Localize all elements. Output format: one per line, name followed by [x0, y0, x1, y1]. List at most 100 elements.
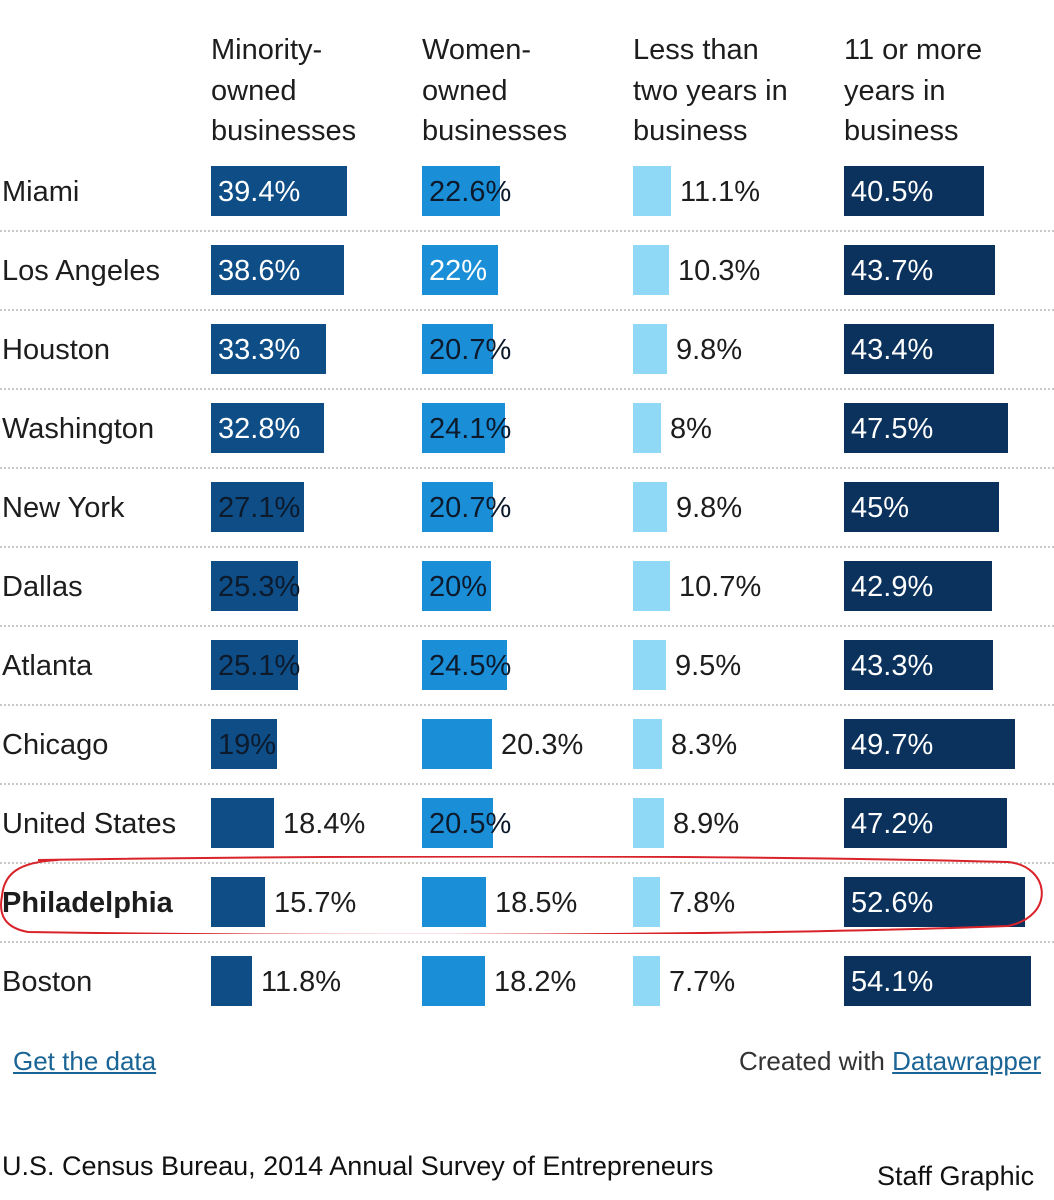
bar-gt11 [844, 482, 999, 532]
bar-gt11 [844, 166, 984, 216]
bar-gt11 [844, 956, 1031, 1006]
table-row: Atlanta 25.1% 24.5% 9.5% 43.3% [0, 627, 1054, 706]
bar-value-label: 18.5% [495, 887, 578, 919]
bar-value-label: 47.5% [851, 413, 934, 445]
row-label: New York [2, 492, 125, 524]
bar-value-label: 8.9% [673, 808, 740, 840]
row-divider [0, 388, 1054, 390]
bar-gt11 [844, 640, 993, 690]
column-header-line: two years in [633, 74, 788, 107]
row-divider [0, 230, 1054, 232]
bar-lt2 [633, 482, 667, 532]
row-label: Boston [2, 966, 93, 998]
bar-value-label: 9.5% [675, 650, 742, 682]
bar-value-label: 27.1% [218, 492, 301, 524]
bar-value-label: 18.4% [283, 808, 366, 840]
bar-women [422, 956, 485, 1006]
bar-value-label: 11.1% [680, 176, 761, 208]
row-label: Washington [2, 413, 155, 445]
column-header-line: Minority- [211, 34, 323, 66]
bar-minority [211, 561, 298, 611]
bar-lt2 [633, 245, 669, 295]
bar-lt2 [633, 324, 667, 374]
bar-gt11 [844, 798, 1007, 848]
bar-minority [211, 482, 304, 532]
bar-lt2 [633, 403, 661, 453]
bar-women [422, 166, 500, 216]
bar-women [422, 324, 493, 374]
bar-value-label: 20.5% [429, 808, 512, 840]
bar-minority [211, 640, 298, 690]
bar-value-label: 20% [429, 571, 488, 603]
bar-value-label: 20.3% [501, 729, 584, 761]
bar-minority [211, 956, 252, 1006]
bar-value-label: 43.7% [851, 255, 934, 287]
bar-value-label: 49.7% [851, 729, 934, 761]
column-header-line: owned [422, 74, 508, 107]
row-divider [0, 625, 1054, 627]
row-label: Los Angeles [2, 255, 161, 287]
bar-value-label: 43.3% [851, 650, 934, 682]
bar-lt2 [633, 798, 664, 848]
bar-women [422, 877, 486, 927]
bar-gt11 [844, 719, 1015, 769]
bar-women [422, 561, 491, 611]
staff-graphic-credit: Staff Graphic [877, 1161, 1035, 1191]
bar-lt2 [633, 166, 671, 216]
bar-value-label: 54.1% [851, 966, 934, 998]
bar-lt2 [633, 640, 666, 690]
table-row: Miami 39.4% 22.6% 11.1% 40.5% [0, 153, 1054, 232]
bar-value-label: 45% [851, 492, 910, 524]
bar-women [422, 482, 493, 532]
bar-value-label: 9.8% [676, 334, 743, 366]
column-header-line: owned [211, 74, 297, 107]
row-label: Philadelphia [2, 887, 173, 919]
bar-lt2 [633, 561, 670, 611]
row-divider [0, 309, 1054, 311]
bar-minority [211, 403, 324, 453]
table-row: Dallas 25.3% 20% 10.7% 42.9% [0, 548, 1054, 627]
bar-gt11 [844, 561, 992, 611]
bar-gt11 [844, 324, 994, 374]
created-with-label: Created with [738, 1046, 885, 1076]
row-label: Houston [2, 334, 111, 366]
table-row: Boston 11.8% 18.2% 7.7% 54.1% [0, 943, 1054, 1022]
bar-value-label: 39.4% [218, 176, 301, 208]
bar-minority [211, 798, 274, 848]
highlight-circle [0, 856, 1043, 934]
bar-lt2 [633, 956, 660, 1006]
bar-value-label: 7.7% [669, 966, 736, 998]
row-label: United States [2, 808, 177, 840]
bar-gt11 [844, 877, 1025, 927]
bar-value-label: 22% [429, 255, 488, 287]
bar-women [422, 640, 507, 690]
bar-gt11 [844, 403, 1008, 453]
table-row: Chicago 19% 20.3% 8.3% 49.7% [0, 706, 1054, 785]
column-header-line: businesses [422, 115, 568, 147]
column-header-line: 11 or more [844, 34, 983, 66]
column-header-line: years in [844, 74, 946, 107]
bar-women [422, 245, 498, 295]
row-label: Dallas [2, 571, 83, 603]
bar-minority [211, 166, 347, 216]
table-row: Houston 33.3% 20.7% 9.8% 43.4% [0, 311, 1054, 390]
get-the-data-link[interactable]: Get the data [13, 1046, 157, 1076]
bar-value-label: 9.8% [676, 492, 743, 524]
column-header-minority: Minority-owned businesses [211, 30, 356, 152]
row-divider [0, 862, 1054, 864]
bar-value-label: 38.6% [218, 255, 301, 287]
datawrapper-link[interactable]: Datawrapper [892, 1046, 1041, 1076]
row-divider [0, 467, 1054, 469]
table-row: Washington 32.8% 24.1% 8% 47.5% [0, 390, 1054, 469]
table-row: New York 27.1% 20.7% 9.8% 45% [0, 469, 1054, 548]
bar-value-label: 11.8% [261, 966, 342, 998]
bar-minority [211, 324, 326, 374]
bar-minority [211, 719, 277, 769]
bar-value-label: 7.8% [669, 887, 736, 919]
bar-value-label: 40.5% [851, 176, 934, 208]
column-header-line: Less than [633, 34, 759, 66]
row-label: Chicago [2, 729, 109, 761]
bar-lt2 [633, 719, 662, 769]
bar-value-label: 24.5% [429, 650, 512, 682]
column-header-gt11: 11 or more years in business [844, 30, 982, 152]
